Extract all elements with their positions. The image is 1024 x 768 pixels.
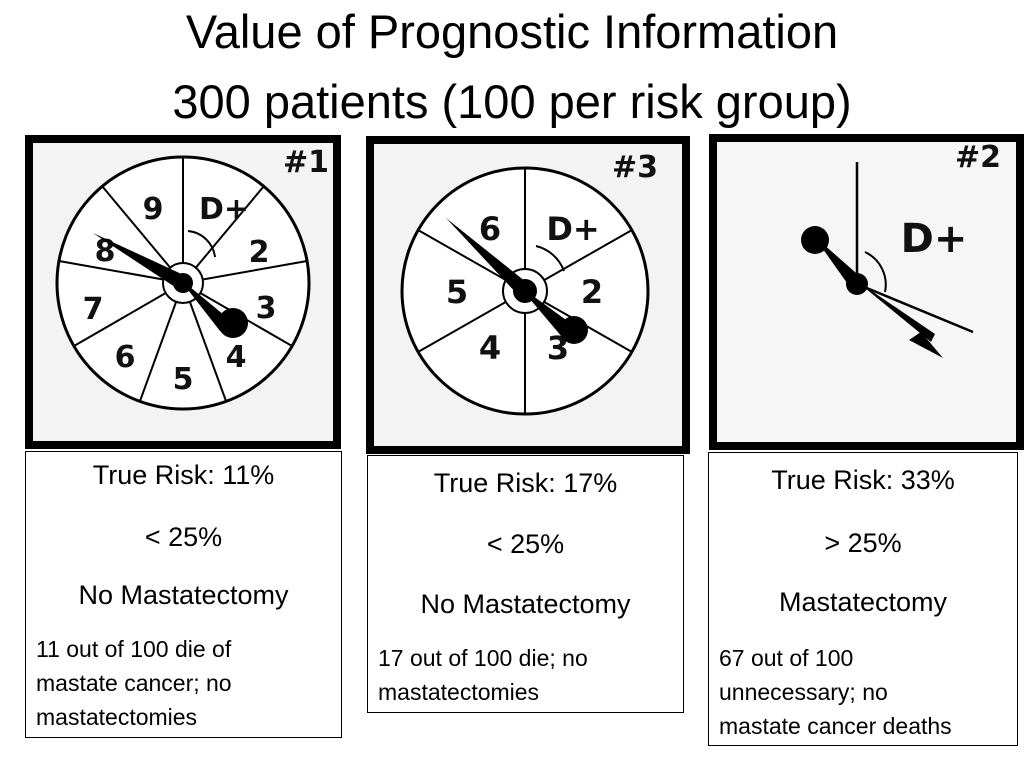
true-risk-text: True Risk: 11% (92, 460, 275, 490)
decision-text: Mastatectomy (778, 587, 948, 617)
spinner-arrow (801, 226, 943, 358)
outcome-text: 67 out of 100 unnecessary; no mastate ca… (719, 641, 1011, 743)
outcome-line: 17 out of 100 die; no (378, 645, 588, 671)
spinner-wheel-3: 6 D+ 2 3 4 5 (400, 166, 650, 416)
risk-panel-1: True Risk: 11% < 25% No Mastatectomy 11 … (25, 451, 342, 738)
slice-label: 4 (226, 340, 247, 375)
slice-label: 2 (249, 235, 270, 270)
spinner-arrow (446, 218, 588, 344)
spinner-number-label: #2 (955, 140, 1002, 175)
outcome-line: 11 out of 100 die of (36, 636, 232, 662)
decision-text: No Mastatectomy (420, 589, 631, 619)
threshold-text: < 25% (486, 529, 565, 559)
slice-label: 7 (83, 292, 104, 327)
outcome-line: mastate cancer deaths (719, 713, 952, 739)
true-risk-text: True Risk: 17% (433, 468, 618, 498)
spinner-card-2: #2 D+ (709, 134, 1024, 450)
slice-dividers (855, 162, 974, 334)
risk-panel-3: True Risk: 33% > 25% Mastatectomy 67 out… (708, 452, 1018, 746)
true-risk-text: True Risk: 33% (771, 465, 955, 495)
outcome-line: 67 out of 100 (719, 645, 854, 671)
outcome-text: 11 out of 100 die of mastate cancer; no … (36, 632, 335, 734)
d-plus-arc (864, 251, 887, 293)
spinner-wheel-1: 9 D+ 2 3 4 5 6 7 8 (55, 155, 311, 411)
slice-label: 6 (115, 340, 136, 375)
slice-label: 9 (143, 192, 164, 227)
slice-label: 4 (479, 329, 501, 367)
spinner-arrow (93, 233, 248, 338)
spinner-card-1: #1 9 D+ 2 3 4 5 6 7 8 (25, 135, 341, 449)
d-plus-arc (187, 230, 216, 258)
spinner-number-label: #3 (612, 150, 659, 185)
spinner-wheel-2: D+ (801, 162, 974, 358)
decision-text: No Mastatectomy (78, 580, 289, 610)
slice-label: 5 (446, 273, 468, 311)
threshold-text: > 25% (824, 528, 902, 558)
title-line-1: Value of Prognostic Information (185, 5, 839, 58)
spinner-card-3: #3 6 D+ 2 3 4 5 (366, 136, 690, 454)
risk-panel-2: True Risk: 17% < 25% No Mastatectomy 17 … (367, 455, 684, 713)
slice-label: 6 (479, 210, 501, 248)
title-line-2: 300 patients (100 per risk group) (172, 75, 852, 128)
spinner-number-label: #1 (283, 145, 330, 180)
slice-label: 3 (256, 291, 277, 326)
outcome-line: mastate cancer; no (36, 670, 232, 696)
outcome-text: 17 out of 100 die; no mastatectomies (378, 641, 677, 709)
outcome-line: mastatectomies (36, 704, 198, 730)
slice-label: 5 (173, 362, 194, 397)
slice-label-dplus: D+ (199, 192, 249, 227)
threshold-text: < 25% (144, 522, 223, 552)
slice-label: 2 (581, 273, 603, 311)
d-plus-arc (535, 245, 565, 272)
outcome-line: unnecessary; no (719, 679, 888, 705)
outcome-line: mastatectomies (378, 679, 540, 705)
slice-label-dplus: D+ (901, 216, 968, 262)
slice-label-dplus: D+ (546, 210, 599, 248)
